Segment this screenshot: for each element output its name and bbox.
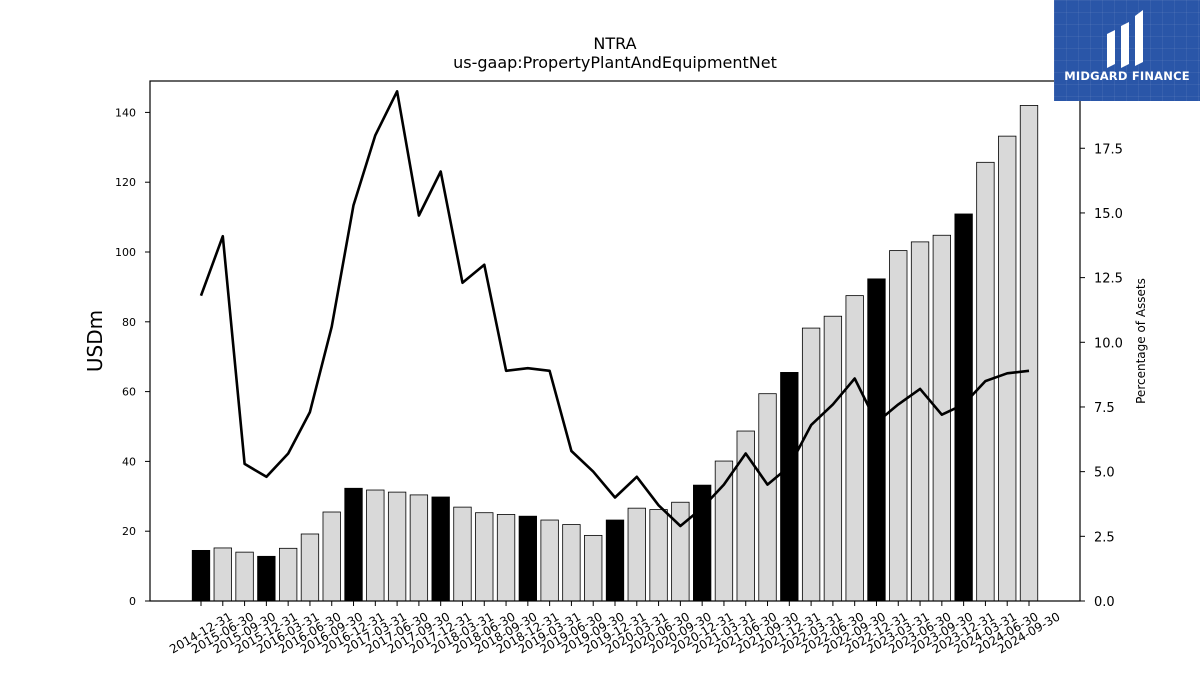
y2-tick-label: 17.5 xyxy=(1094,142,1123,157)
bar-2021-06-30 xyxy=(736,430,755,602)
bar-2018-03-31 xyxy=(453,506,472,602)
logo-text: MIDGARD FINANCE xyxy=(1064,69,1190,83)
bar-2022-03-31 xyxy=(801,327,821,602)
chart-title: NTRA xyxy=(593,34,636,53)
bar-2020-09-30 xyxy=(671,501,690,602)
chart-subtitle: us-gaap:PropertyPlantAndEquipmentNet xyxy=(453,53,777,72)
y-tick-label: 60 xyxy=(122,386,136,399)
y2-axis-label: Percentage of Assets xyxy=(1134,278,1148,404)
y-tick-label: 40 xyxy=(122,455,136,468)
percentage-line xyxy=(199,90,1030,528)
y2-tick-label: 15.0 xyxy=(1094,207,1123,222)
bar-2019-09-30 xyxy=(584,534,603,602)
bar-2021-12-31 xyxy=(780,372,799,602)
bar-2016-09-30 xyxy=(322,511,341,602)
left-axis: 0 20 40 60 80 100 120 140 xyxy=(115,106,150,608)
y-tick-label: 80 xyxy=(122,316,136,329)
y2-tick-label: 0.0 xyxy=(1094,595,1115,610)
line-series xyxy=(199,90,1030,528)
bar-2017-12-31 xyxy=(431,496,450,602)
bar-2023-09-30 xyxy=(932,234,951,602)
x-axis: 2014-12-312015-06-302015-09-302015-12-31… xyxy=(167,601,1063,656)
y-tick-label: 140 xyxy=(115,106,136,119)
bar-2019-06-30 xyxy=(562,524,581,602)
bar-2016-12-31 xyxy=(344,487,363,602)
bar-2015-09-30 xyxy=(235,551,254,602)
y-tick-label: 120 xyxy=(115,176,136,189)
bar-2018-09-30 xyxy=(496,514,516,602)
bar-2017-09-30 xyxy=(409,494,429,602)
bar-2017-03-31 xyxy=(366,489,385,602)
bar-2023-03-31 xyxy=(889,250,908,602)
bar-2016-03-31 xyxy=(279,547,298,602)
bar-2021-09-30 xyxy=(758,393,777,602)
bar-2015-06-30 xyxy=(213,547,232,602)
y-axis-label: USDm xyxy=(83,310,107,372)
bar-2022-09-30 xyxy=(845,295,864,602)
bar-2019-12-31 xyxy=(605,519,625,602)
bar-2024-09-30 xyxy=(1019,105,1039,602)
bar-2018-06-30 xyxy=(475,512,494,602)
bar-2022-12-31 xyxy=(867,278,886,602)
bar-2021-03-31 xyxy=(714,460,734,602)
y-tick-label: 100 xyxy=(115,246,136,259)
bar-2023-06-30 xyxy=(910,241,930,602)
y2-tick-label: 2.5 xyxy=(1094,530,1115,545)
y-tick-label: 20 xyxy=(122,525,136,538)
y2-tick-label: 5.0 xyxy=(1094,466,1115,481)
bar-2014-12-31 xyxy=(191,549,211,602)
bar-2015-12-31 xyxy=(257,555,276,602)
y2-tick-label: 7.5 xyxy=(1094,401,1115,416)
bar-2020-06-30 xyxy=(649,509,668,602)
logo-mark-icon xyxy=(1107,10,1143,68)
bar-2024-06-30 xyxy=(998,135,1017,602)
bar-2018-12-31 xyxy=(518,515,537,602)
bar-2022-06-30 xyxy=(823,315,843,602)
y2-tick-label: 10.0 xyxy=(1094,336,1123,351)
right-axis: 0.0 2.5 5.0 7.5 10.0 12.5 15.0 17.5 xyxy=(1080,142,1123,610)
bar-2019-03-31 xyxy=(540,519,559,602)
midgard-finance-logo: MIDGARD FINANCE xyxy=(1054,0,1200,101)
bar-2020-03-31 xyxy=(627,507,646,602)
bar-series xyxy=(191,105,1039,602)
bar-2017-06-30 xyxy=(387,491,407,602)
bar-2016-06-30 xyxy=(300,533,320,602)
y2-tick-label: 12.5 xyxy=(1094,272,1123,287)
y-tick-label: 0 xyxy=(129,595,136,608)
